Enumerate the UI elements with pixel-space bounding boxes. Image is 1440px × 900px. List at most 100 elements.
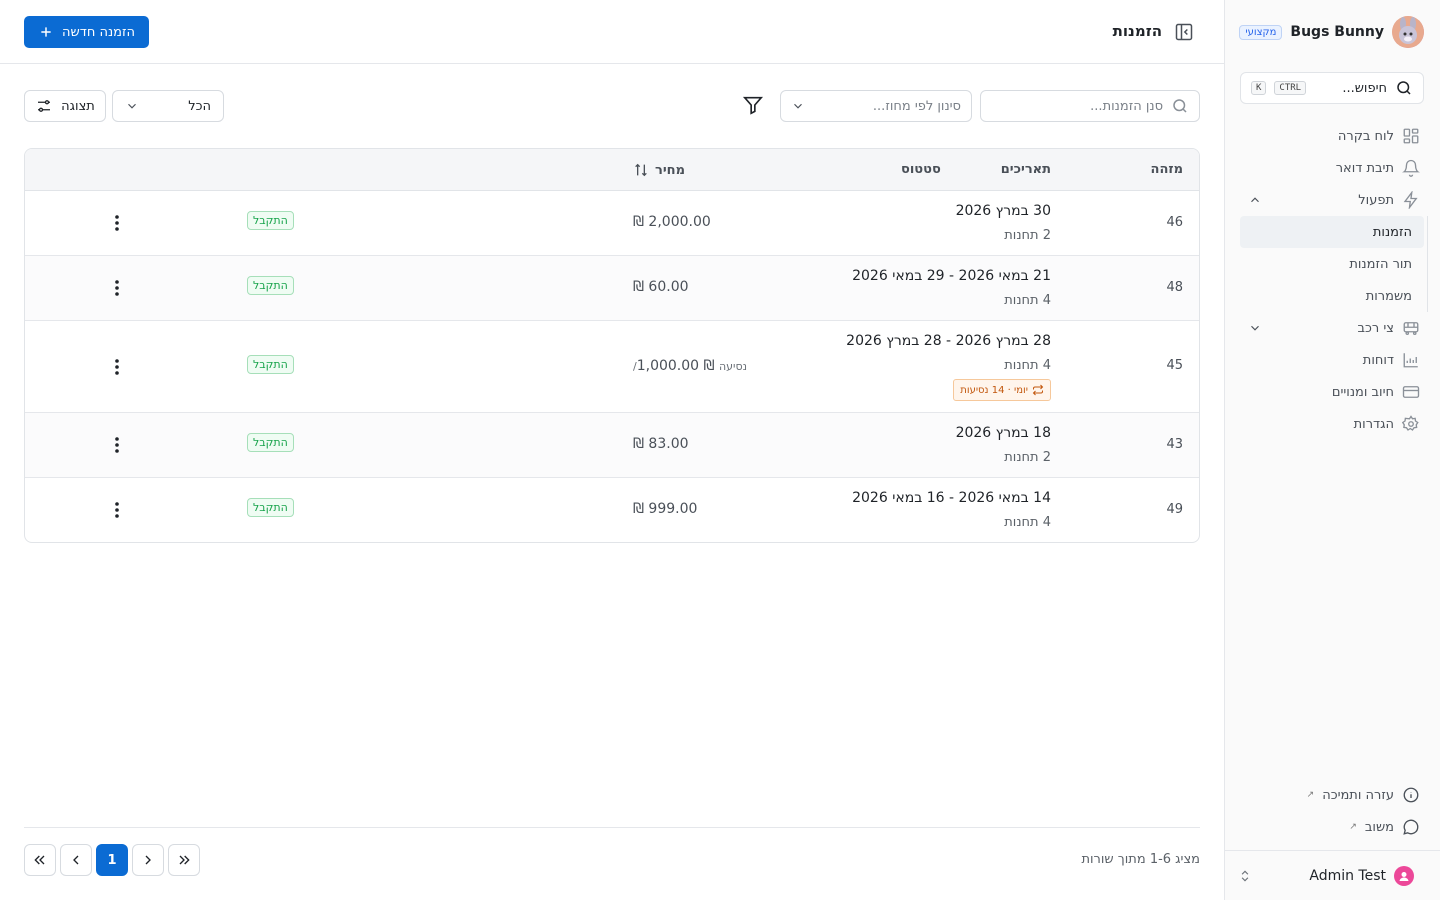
status-badge: התקבל: [247, 433, 294, 452]
chevron-down-icon: [125, 99, 139, 113]
recurring-badge: יומי · 14 נסיעות: [953, 379, 1051, 401]
page-button-current[interactable]: 1: [96, 844, 128, 876]
order-search-input[interactable]: סנן הזמנות...: [980, 90, 1200, 122]
row-stops: 4 תחנות: [1004, 515, 1051, 530]
row-price-value: ₪ 60.00: [633, 279, 689, 295]
row-id: 43: [1166, 437, 1183, 452]
sidebar-search[interactable]: חיפוש... CTRL K: [1240, 72, 1424, 104]
bus-icon: [1402, 319, 1420, 337]
sidebar-item-label: צי רכב: [1357, 320, 1394, 336]
credit-card-icon: [1402, 383, 1420, 401]
new-order-button[interactable]: הזמנה חדשה: [24, 16, 149, 48]
sidebar-item-label: תיבת דואר: [1335, 160, 1394, 176]
status-badge: התקבל: [247, 498, 294, 517]
page-header: הזמנות הזמנה חדשה: [0, 0, 1224, 64]
row-stops: 2 תחנות: [1004, 228, 1051, 243]
table-row[interactable]: 49 14 במאי 2026 - 16 במאי 2026 4 תחנות ₪…: [25, 478, 1199, 542]
table-row[interactable]: 48 21 במאי 2026 - 29 במאי 2026 4 תחנות ₪…: [25, 256, 1199, 321]
sidebar-item-dashboard[interactable]: לוח בקרה: [1240, 120, 1424, 152]
status-badge: התקבל: [247, 276, 294, 295]
feedback-link[interactable]: משוב ↗: [1240, 811, 1424, 843]
column-header-price-wrap[interactable]: מחיר: [633, 162, 685, 178]
row-actions-icon[interactable]: [109, 358, 125, 376]
row-price: ₪ 2,000.00: [633, 214, 711, 230]
row-price: ₪ 60.00: [633, 279, 689, 295]
brand-header[interactable]: Bugs Bunny מקצועי: [1237, 14, 1424, 50]
help-link[interactable]: עזרה ותמיכה ↗: [1240, 779, 1424, 811]
column-header-id[interactable]: מזהה: [1150, 162, 1183, 177]
row-actions-icon[interactable]: [109, 214, 125, 232]
row-actions-icon[interactable]: [109, 279, 125, 297]
column-header-price: מחיר: [655, 162, 685, 178]
sidebar-item-label: חיוב ומנויים: [1331, 384, 1394, 400]
row-price: ₪ 83.00: [633, 436, 689, 452]
table-row[interactable]: 46 30 במרץ 2026 2 תחנות ₪ 2,000.00 התקבל: [25, 191, 1199, 256]
first-page-button[interactable]: [168, 844, 200, 876]
external-link-icon: ↗: [1306, 790, 1315, 800]
last-page-button[interactable]: [24, 844, 56, 876]
view-options-label: תצוגה: [61, 98, 95, 114]
district-filter-select[interactable]: סינון לפי מחוז...: [780, 90, 972, 122]
gear-icon: [1402, 415, 1420, 433]
footer-divider: [24, 827, 1200, 828]
bell-icon: [1402, 159, 1420, 177]
next-page-button[interactable]: [60, 844, 92, 876]
plan-badge: מקצועי: [1239, 24, 1283, 40]
row-actions-icon[interactable]: [109, 436, 125, 454]
chevron-updown-icon: [1238, 868, 1252, 884]
row-dates: 28 במרץ 2026 - 28 במרץ 2026: [846, 333, 1051, 349]
view-options-button[interactable]: תצוגה: [24, 90, 106, 122]
sort-icon: [633, 162, 649, 178]
filter-icon[interactable]: [742, 94, 764, 116]
sidebar-item-inbox[interactable]: תיבת דואר: [1240, 152, 1424, 184]
rows-summary: מציג 1-6 מתוך שורות: [1081, 852, 1200, 867]
user-name: Admin Test: [1309, 867, 1386, 884]
sidebar-subitem-order-queue[interactable]: תור הזמנות: [1349, 256, 1412, 272]
sidebar-subitem-orders[interactable]: הזמנות: [1240, 216, 1424, 248]
sidebar-item-fleet[interactable]: צי רכב: [1240, 312, 1424, 344]
sidebar-subitem-shifts[interactable]: משמרות: [1365, 288, 1412, 304]
row-actions-icon[interactable]: [109, 501, 125, 519]
bolt-icon: [1402, 191, 1420, 209]
column-header-status[interactable]: סטטוס: [901, 162, 941, 177]
feedback-link-label: משוב: [1364, 819, 1394, 835]
table-row[interactable]: 45 28 במרץ 2026 - 28 במרץ 2026 4 תחנות י…: [25, 321, 1199, 413]
help-link-label: עזרה ותמיכה: [1322, 787, 1394, 803]
sidebar-item-billing[interactable]: חיוב ומנויים: [1240, 376, 1424, 408]
chat-icon: [1402, 818, 1420, 836]
status-badge: התקבל: [247, 355, 294, 374]
row-id: 46: [1166, 215, 1183, 230]
table-header: מזהה תאריכים מחיר סטטוס: [25, 149, 1199, 191]
sidebar-item-settings[interactable]: הגדרות: [1240, 408, 1424, 440]
scope-select[interactable]: הכל: [112, 90, 224, 122]
order-search-placeholder: סנן הזמנות...: [1090, 98, 1163, 114]
page-title: הזמנות: [1112, 22, 1162, 40]
new-order-button-label: הזמנה חדשה: [62, 24, 135, 40]
sidebar-item-label: דוחות: [1362, 352, 1394, 368]
column-header-dates[interactable]: תאריכים: [1000, 162, 1051, 177]
chevron-up-icon[interactable]: [1248, 193, 1262, 207]
user-menu[interactable]: Admin Test: [1224, 850, 1440, 900]
sidebar-item-operations[interactable]: תפעול: [1240, 184, 1424, 216]
sidebar-item-label: הגדרות: [1353, 416, 1394, 432]
chevron-down-icon[interactable]: [1248, 321, 1262, 335]
row-price-value: ₪ 999.00: [633, 501, 698, 517]
orders-table: מזהה תאריכים מחיר סטטוס 46 30 במרץ 2026 …: [24, 148, 1200, 543]
kbd-ctrl: CTRL: [1274, 81, 1307, 95]
row-price-suffix: /נסיעה: [633, 360, 748, 373]
sidebar-toggle-icon[interactable]: [1174, 22, 1194, 42]
table-row[interactable]: 43 18 במרץ 2026 2 תחנות ₪ 83.00 התקבל: [25, 413, 1199, 478]
row-price: ₪ 999.00: [633, 501, 697, 517]
previous-page-button[interactable]: [132, 844, 164, 876]
row-dates: 14 במאי 2026 - 16 במאי 2026: [852, 490, 1051, 506]
external-link-icon: ↗: [1349, 822, 1357, 832]
search-icon: [1395, 79, 1413, 97]
sidebar-item-reports[interactable]: דוחות: [1240, 344, 1424, 376]
row-stops: 4 תחנות: [1004, 358, 1051, 373]
brand-avatar: [1392, 16, 1424, 48]
row-dates: 21 במאי 2026 - 29 במאי 2026: [852, 268, 1051, 284]
chevrons-right-icon: [176, 852, 192, 868]
chart-icon: [1402, 351, 1420, 369]
row-stops: 4 תחנות: [1004, 293, 1051, 308]
dashboard-icon: [1402, 127, 1420, 145]
